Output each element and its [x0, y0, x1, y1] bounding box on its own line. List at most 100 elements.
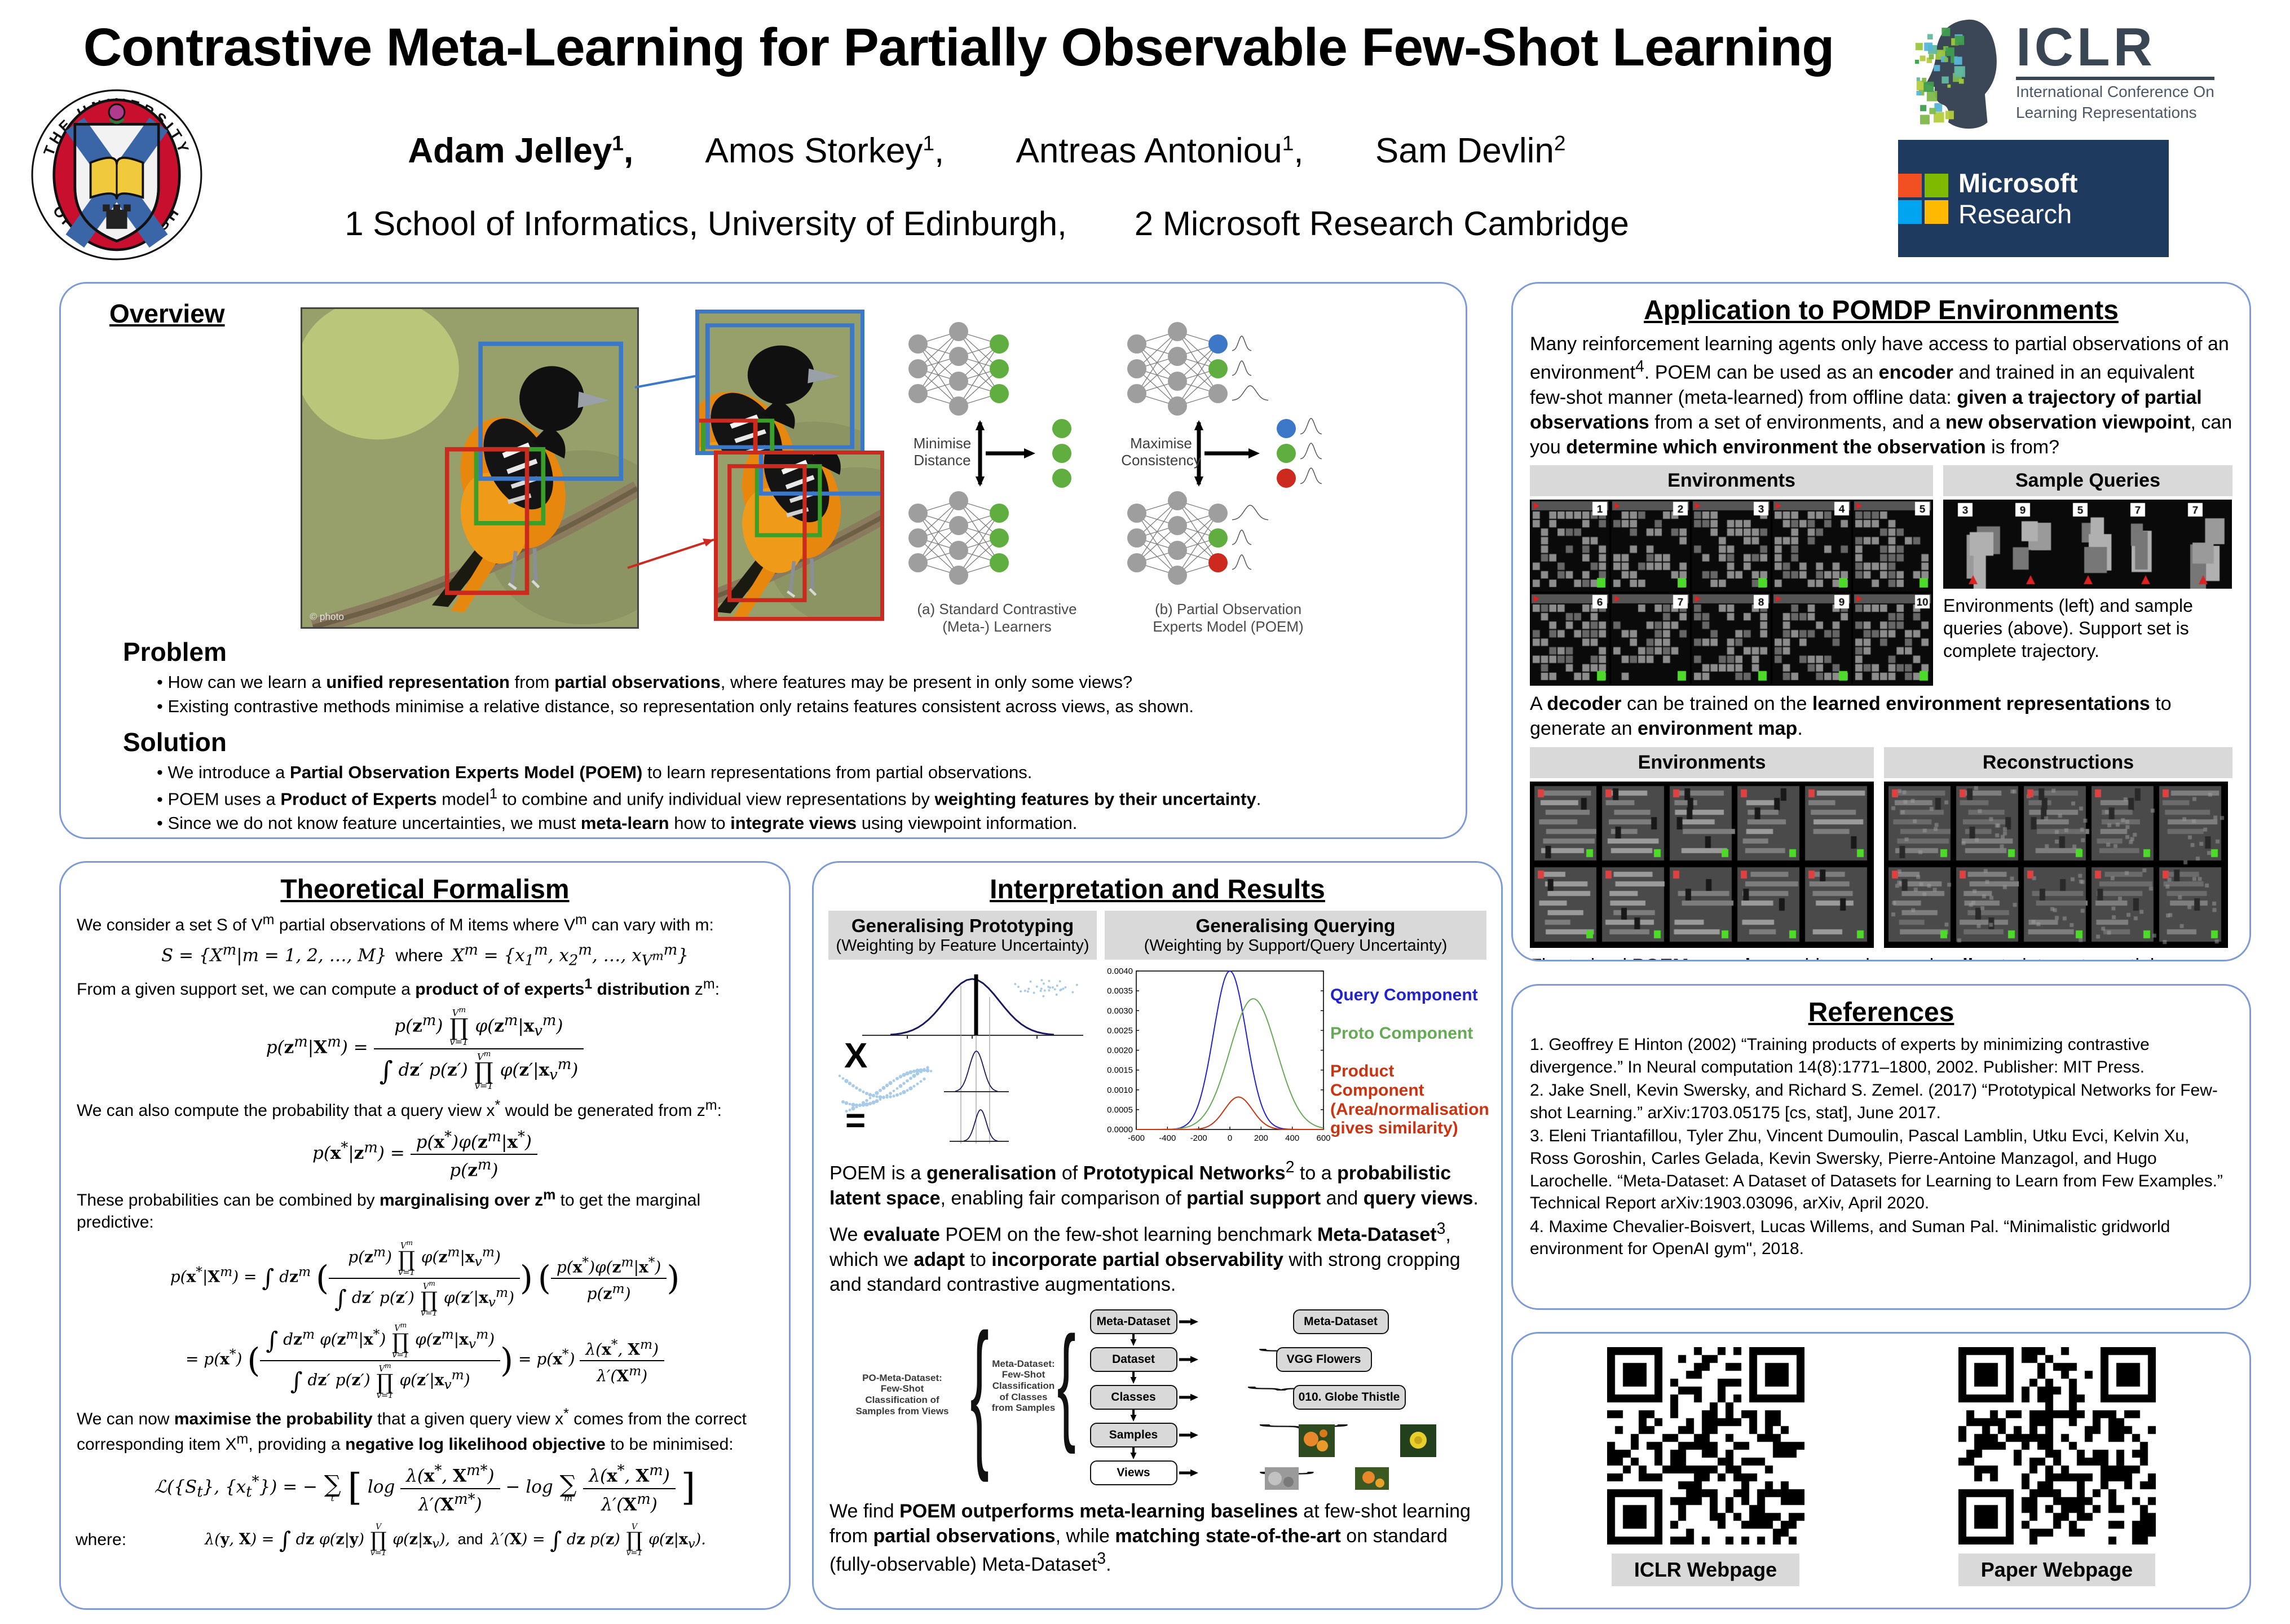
microsoft-logo-icon — [1898, 173, 1948, 224]
flower-sample-thumb-2 — [1400, 1424, 1436, 1457]
view-thumb-colour — [1354, 1467, 1389, 1490]
reference-item: 2. Jake Snell, Kevin Swersky, and Richar… — [1530, 1081, 2218, 1122]
theoretical-formalism-panel: Theoretical Formalism We consider a set … — [59, 861, 791, 1610]
references-title: References — [1808, 998, 1954, 1027]
flowchart-arrows — [1130, 1318, 1198, 1477]
sample-queries-image — [1943, 500, 2232, 589]
legend-product-component: Product Component (Area/normalisation give… — [1330, 1062, 1489, 1138]
paper-webpage-qr-code — [1958, 1347, 2156, 1544]
pomdp-headers-2: Environments Reconstructions — [1530, 747, 2232, 778]
reconstructions-header: Reconstructions — [1884, 747, 2232, 778]
svg-text:=: = — [845, 1101, 866, 1140]
affiliations-line: 1 School of Informatics, University of E… — [345, 205, 1629, 242]
legend-proto-component: Proto Component — [1330, 1023, 1473, 1043]
pomdp-title: Application to POMDP Environments — [1644, 295, 2119, 325]
pomdp-row-2 — [1530, 781, 2232, 948]
svg-text:0.0040: 0.0040 — [1107, 967, 1133, 976]
iclr-logo: ICLR International Conference On Learnin… — [1910, 16, 2214, 131]
flower-sample-thumb-1 — [1298, 1424, 1335, 1457]
prototyping-gaussians-figure: X= — [838, 974, 1083, 1144]
meta-dataset-flowchart: PO-Meta-Dataset: Few-Shot Classification o… — [831, 1305, 1485, 1491]
theory-text-2: From a given support set, we can compute… — [77, 976, 720, 999]
university-of-edinburgh-crest: THE UNIVERSITY OF EDINBURGH — [31, 89, 202, 261]
flow-box-vgg-flowers: VGG Flowers — [1276, 1347, 1372, 1372]
author-1: Adam Jelley1, — [408, 131, 634, 170]
environments-caption: Environments (left) and sample queries (… — [1943, 595, 2193, 661]
svg-text:0.0010: 0.0010 — [1107, 1085, 1133, 1095]
results-headers: Generalising Prototyping (Weighting by F… — [828, 911, 1486, 960]
author-3: Antreas Antoniou1, — [1016, 131, 1304, 170]
authors-line: Adam Jelley1, Amos Storkey1, Antreas Ant… — [226, 131, 1748, 171]
iclr-wordmark: ICLR — [2016, 20, 2214, 80]
formula-marginal-predictive-1: p(x*|Xm) = ∫ dzm (p(zm) Vm ∏ v=1 φ(zm|xvm)… — [170, 1239, 680, 1318]
minimise-distance-label: Minimise Distance — [913, 435, 972, 469]
formula-nll-objective: ℒ({St}, {xt*}) = − ∑ t [ log λ(x*, Xm*) λ′… — [154, 1462, 696, 1515]
problem-heading: Problem — [123, 637, 227, 667]
meta-dataset-label: Meta-Dataset: Few-Shot Classification of Cl… — [991, 1358, 1056, 1414]
results-paragraph-3: We find POEM outperforms meta-learning b… — [829, 1500, 1471, 1576]
crest-castle-icon — [103, 204, 131, 229]
generalising-prototyping-header: Generalising Prototyping (Weighting by F… — [828, 911, 1097, 960]
diagram-a-caption: (a) Standard Contrastive (Meta-) Learners — [917, 601, 1077, 636]
theory-title: Theoretical Formalism — [280, 875, 570, 904]
reference-item: 3. Eleni Triantafillou, Tyler Zhu, Vince… — [1530, 1127, 2223, 1213]
maximise-consistency-label: Maximise Consistency — [1121, 435, 1201, 469]
where-row: where: λ(y, X) = ∫ dz φ(z|y) V ∏ v=1 φ(z|x… — [76, 1519, 774, 1561]
solution-heading: Solution — [123, 727, 227, 757]
svg-text:0.0020: 0.0020 — [1107, 1046, 1133, 1056]
author-2: Amos Storkey1, — [705, 131, 945, 170]
contrastive-network-diagram — [908, 322, 1071, 585]
bird-photo — [301, 307, 639, 629]
svg-text:X: X — [844, 1036, 867, 1075]
theory-text-3: We can also compute the probability that… — [77, 1097, 722, 1120]
problem-bullet: Existing contrastive methods minimise a … — [157, 695, 1432, 719]
qr-panel: ICLR Webpage Paper Webpage — [1511, 1332, 2251, 1609]
paper-webpage-qr-block: Paper Webpage — [1958, 1347, 2156, 1586]
solution-bullet: POEM uses a Product of Experts model1 to… — [157, 784, 1432, 811]
svg-text:400: 400 — [1285, 1133, 1299, 1143]
flow-box-meta-dataset: Meta-Dataset — [1089, 1309, 1177, 1334]
flow-box-views: Views — [1089, 1460, 1177, 1485]
overview-panel: Overview — [59, 282, 1467, 839]
problem-bullet: How can we learn a unified representatio… — [157, 670, 1432, 695]
svg-text:0.0035: 0.0035 — [1107, 986, 1133, 996]
microsoft-research-logo: Microsoft Research — [1898, 140, 2169, 257]
environment-maps-image — [1530, 781, 1874, 948]
bird-crop-red — [714, 451, 884, 621]
bird-crop-blue — [695, 310, 864, 455]
iclr-webpage-qr-code — [1607, 1347, 1804, 1544]
author-4: Sam Devlin2 — [1375, 131, 1566, 170]
where-label: where: — [76, 1530, 127, 1550]
flow-box-dataset: Dataset — [1089, 1347, 1177, 1372]
chart-legend: Query Component Proto Component Product … — [1330, 963, 1489, 1138]
pomdp-headers-1: Environments Sample Queries — [1530, 465, 2232, 497]
formula-lambda-definitions: λ(y, X) = ∫ dz φ(z|y) V ∏ v=1 φ(z|xv), and… — [205, 1522, 706, 1557]
generalising-querying-header: Generalising Querying (Weighting by Supp… — [1105, 911, 1486, 960]
environments-grid-image — [1530, 500, 1933, 686]
references-panel: References 1. Geoffrey E Hinton (2002) “… — [1511, 984, 2251, 1310]
iclr-head-icon — [1914, 19, 1997, 129]
flow-box-samples: Samples — [1089, 1422, 1177, 1448]
theory-text-5: We can now maximise the probability that… — [77, 1406, 747, 1454]
flow-box-meta-dataset-example: Meta-Dataset — [1292, 1309, 1389, 1334]
reference-item: 4. Maxime Chevalier-Boisvert, Lucas Will… — [1530, 1217, 2170, 1259]
overview-heading: Overview — [109, 299, 225, 328]
svg-text:0.0015: 0.0015 — [1107, 1066, 1133, 1075]
svg-text:0.0025: 0.0025 — [1107, 1026, 1133, 1036]
crest-book-icon — [89, 156, 144, 200]
diagram-b-caption: (b) Partial Observation Experts Model (PO… — [1153, 601, 1304, 636]
results-title: Interpretation and Results — [990, 875, 1325, 904]
iclr-subtitle-1: International Conference On — [2016, 83, 2214, 100]
pomdp-paragraph-1: Many reinforcement learning agents only … — [1530, 333, 2232, 458]
theory-text-1: We consider a set S of Vm partial observ… — [77, 912, 714, 934]
reconstruction-maps-image — [1884, 781, 2228, 948]
results-paragraph-1: POEM is a generalisation of Prototypical… — [829, 1158, 1479, 1209]
formula-support-set: S = {Xm|m = 1, 2, …, M} where Xm = {x1m,… — [161, 942, 689, 969]
svg-text:-200: -200 — [1190, 1133, 1207, 1143]
interpretation-results-panel: Interpretation and Results Generalising … — [812, 861, 1503, 1610]
view-thumb-grayscale — [1264, 1467, 1299, 1490]
iclr-subtitle-2: Learning Representations — [2016, 103, 2197, 121]
results-paragraph-2: We evaluate POEM on the few-shot learnin… — [829, 1219, 1461, 1295]
